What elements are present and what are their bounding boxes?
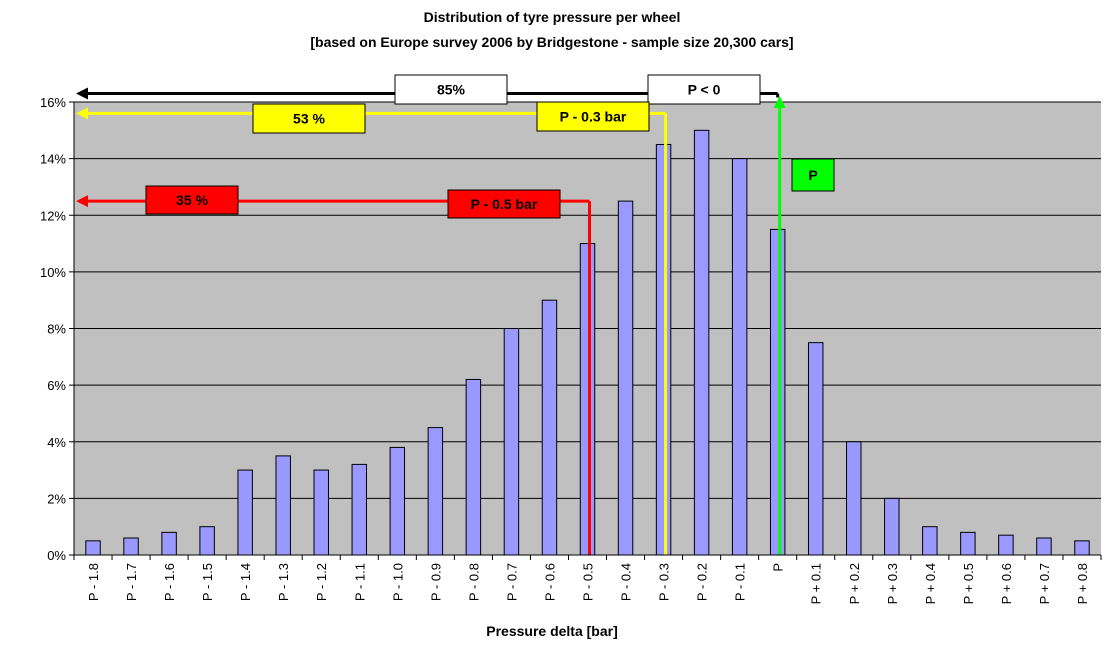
- bar: [199, 526, 215, 556]
- x-tick-label: P - 1.3: [276, 563, 291, 601]
- y-tick-label: 8%: [47, 322, 66, 337]
- x-tick-label: P + 0.4: [923, 563, 938, 604]
- bar: [1074, 540, 1090, 556]
- chart-title: Distribution of tyre pressure per wheel: [424, 9, 681, 25]
- x-tick-label: P - 1.5: [200, 563, 215, 601]
- annotation-box: [791, 158, 835, 192]
- bars: [85, 129, 1090, 556]
- x-tick-label: P + 0.6: [999, 563, 1014, 604]
- x-tick-label: P - 0.8: [466, 563, 481, 601]
- x-axis-title: Pressure delta [bar]: [486, 623, 618, 639]
- annotation-box: [647, 74, 761, 105]
- x-tick-label: P + 0.3: [885, 563, 900, 604]
- bar: [846, 441, 862, 556]
- annotation-label: P: [808, 167, 817, 183]
- annotation-label: 35 %: [176, 192, 208, 208]
- annotation-arrowhead: [76, 195, 88, 208]
- bar: [807, 342, 824, 556]
- bar: [465, 378, 482, 556]
- x-tick-label: P + 0.8: [1075, 563, 1090, 604]
- bar: [541, 299, 558, 556]
- bar: [389, 446, 406, 556]
- annotations: 85% P < 0 53 % P - 0.3 bar 35 % P - 0.5 bar P: [76, 74, 835, 555]
- x-tick-label: P - 0.3: [657, 563, 672, 601]
- bar: [275, 455, 291, 556]
- annotation-label: P < 0: [688, 82, 721, 98]
- annotation-label: 85%: [437, 82, 466, 98]
- bar: [884, 497, 900, 556]
- y-tick-label: 10%: [40, 265, 66, 280]
- x-tick-label: P - 1.2: [314, 563, 329, 601]
- y-tick-label: 6%: [47, 378, 66, 393]
- annotation-label: P - 0.3 bar: [560, 109, 627, 125]
- x-tick-label: P + 0.7: [1037, 563, 1052, 604]
- x-tick-label: P: [771, 563, 786, 572]
- x-tick-label: P - 0.4: [619, 563, 634, 601]
- annotation-box: [252, 103, 366, 134]
- bar: [351, 463, 368, 556]
- x-tick-label: P - 1.7: [124, 563, 139, 601]
- bar: [237, 469, 253, 556]
- x-tick-label: P + 0.2: [847, 563, 862, 604]
- y-tick-label: 14%: [40, 152, 66, 167]
- x-tick-label: P - 1.8: [86, 563, 101, 601]
- y-tick-label: 12%: [40, 208, 66, 223]
- y-axis-ticks: 0% 2% 4% 6% 8% 10% 12% 14% 16%: [40, 95, 74, 563]
- bar: [769, 228, 786, 556]
- bar: [161, 531, 177, 556]
- bar: [693, 129, 710, 556]
- bar: [960, 531, 976, 556]
- bar: [503, 328, 520, 556]
- x-tick-label: P - 0.9: [428, 563, 443, 601]
- x-tick-label: P - 0.5: [581, 563, 596, 601]
- bar: [1036, 537, 1052, 556]
- bar: [922, 526, 938, 556]
- x-tick-label: P - 1.6: [162, 563, 177, 601]
- annotation-box: [394, 74, 508, 105]
- annotation-arrowhead: [76, 107, 88, 120]
- y-tick-label: 0%: [47, 548, 66, 563]
- y-tick-label: 16%: [40, 95, 66, 110]
- x-tick-label: P - 0.7: [504, 563, 519, 601]
- bar: [123, 537, 139, 556]
- x-tick-label: P - 1.1: [352, 563, 367, 601]
- bar: [998, 534, 1014, 556]
- y-tick-label: 4%: [47, 435, 66, 450]
- x-tick-label: P - 1.0: [390, 563, 405, 601]
- annotation-arrowhead: [773, 96, 786, 108]
- x-tick-label: P + 0.1: [809, 563, 824, 604]
- x-tick-label: P - 0.2: [695, 563, 710, 601]
- bar: [579, 243, 596, 556]
- x-axis-ticks: P - 1.8 P - 1.7 P - 1.6 P - 1.5 P - 1.4 P - 1…: [73, 555, 1102, 604]
- x-tick-label: P - 1.4: [238, 563, 253, 601]
- x-tick-label: P - 0.1: [733, 563, 748, 601]
- x-tick-label: P - 0.6: [542, 563, 557, 601]
- bar: [731, 158, 748, 556]
- bar: [655, 143, 672, 556]
- annotation-box: [447, 189, 561, 219]
- bar: [85, 540, 101, 556]
- annotation-box: [145, 185, 239, 215]
- bar: [427, 427, 444, 556]
- bar: [313, 469, 329, 556]
- annotation-arrowhead: [76, 87, 88, 100]
- annotation-label: 53 %: [293, 111, 325, 127]
- chart-subtitle: [based on Europe survey 2006 by Bridgest…: [310, 34, 793, 50]
- bar: [617, 200, 634, 556]
- annotation-label: P - 0.5 bar: [471, 196, 538, 212]
- x-tick-label: P + 0.5: [961, 563, 976, 604]
- annotation-box: [536, 101, 650, 132]
- y-tick-label: 2%: [47, 491, 66, 506]
